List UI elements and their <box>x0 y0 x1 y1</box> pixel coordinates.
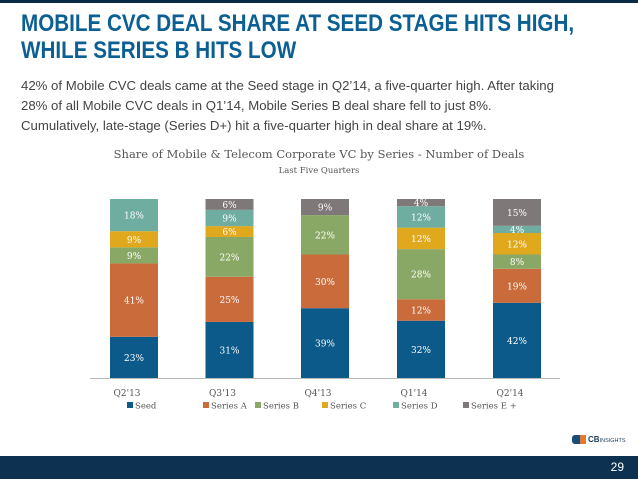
data-label: 22% <box>219 253 239 263</box>
data-label: 32% <box>411 346 431 356</box>
data-label: 4% <box>510 226 525 236</box>
data-label: 9% <box>318 204 333 214</box>
data-label: 12% <box>411 235 431 245</box>
page-number: 29 <box>610 460 624 474</box>
data-label: 12% <box>507 240 527 250</box>
data-label: 30% <box>315 278 335 288</box>
chart-title: Share of Mobile & Telecom Corporate VC b… <box>113 147 525 161</box>
data-label: 4% <box>414 199 429 209</box>
data-label: 23% <box>124 354 144 364</box>
data-label: 41% <box>124 297 144 307</box>
bar-segment-series-e- <box>397 199 445 207</box>
bar-segment-series-a <box>205 276 254 322</box>
bar-segment-seed <box>493 302 541 378</box>
x-tick-label: Q4'13 <box>304 389 331 399</box>
body-line: 28% of all Mobile CVC deals in Q1’14, Mo… <box>21 98 492 113</box>
data-label: 8% <box>510 258 525 268</box>
bar-segment-series-e- <box>205 199 254 210</box>
data-label: 6% <box>222 228 237 238</box>
legend-swatch <box>203 402 209 408</box>
legend-label: Series A <box>211 402 248 412</box>
bar-segment-seed <box>301 308 349 378</box>
data-label: 9% <box>222 214 237 224</box>
slide-body: 42% of Mobile CVC deals came at the Seed… <box>21 76 631 136</box>
data-label: 9% <box>127 252 142 262</box>
data-label: 28% <box>411 271 431 281</box>
data-label: 19% <box>507 282 527 292</box>
legend-label: Seed <box>135 402 157 412</box>
legend-swatch <box>127 402 133 408</box>
legend-label: Series C <box>330 402 366 412</box>
data-label: 9% <box>127 236 142 246</box>
legend-label: Series B <box>263 402 299 412</box>
bar-segment-series-d <box>493 225 541 234</box>
bar-segment-series-e- <box>493 199 541 226</box>
data-label: 22% <box>315 231 335 241</box>
bar-segment-seed <box>205 321 254 378</box>
legend-swatch <box>255 402 261 408</box>
legend-swatch <box>322 402 328 408</box>
data-label: 39% <box>315 340 335 350</box>
legend-label: Series E + <box>471 402 517 412</box>
bar-segment-series-c <box>493 233 541 255</box>
data-label: 12% <box>411 213 431 223</box>
data-label: 18% <box>124 212 144 222</box>
data-label: 25% <box>219 296 239 306</box>
bar-segment-series-b <box>205 236 254 277</box>
legend-swatch <box>393 402 399 408</box>
bar-segment-series-b <box>301 215 349 255</box>
bar-segment-seed <box>397 320 445 378</box>
bar-segment-series-d <box>205 209 254 227</box>
bar-segment-series-d <box>110 199 158 232</box>
data-label: 31% <box>219 346 239 356</box>
chart-subtitle: Last Five Quarters <box>278 166 360 176</box>
bar-segment-series-a <box>493 268 541 303</box>
body-line: Cumulatively, late-stage (Series D+) hit… <box>21 118 487 133</box>
bar-segment-series-a <box>301 254 349 309</box>
bar-segment-series-d <box>397 206 445 228</box>
bar-segment-seed <box>110 336 158 378</box>
x-tick-label: Q2'13 <box>113 389 140 399</box>
title-line: MOBILE CVC DEAL SHARE AT SEED STAGE HITS… <box>21 10 575 37</box>
legend-swatch <box>463 402 469 408</box>
data-label: 42% <box>507 337 527 347</box>
bar-segment-series-c <box>110 231 158 248</box>
data-label: 6% <box>222 201 237 211</box>
logo-mark-icon <box>572 435 586 444</box>
title-line: WHILE SERIES B HITS LOW <box>21 37 297 64</box>
bar-segment-series-a <box>397 299 445 321</box>
data-label: 15% <box>507 209 527 219</box>
bar-segment-series-e- <box>301 199 349 216</box>
bar-segment-series-b <box>397 249 445 300</box>
bar-segment-series-b <box>110 247 158 264</box>
bar-segment-series-c <box>205 226 254 237</box>
bar-segment-series-a <box>110 263 158 337</box>
x-tick-label: Q2'14 <box>496 389 523 399</box>
x-tick-label: Q1'14 <box>400 389 427 399</box>
top-bar <box>0 0 638 3</box>
cb-insights-logo: CBINSIGHTS <box>572 435 626 444</box>
slide-title: MOBILE CVC DEAL SHARE AT SEED STAGE HITS… <box>21 10 575 64</box>
footer-bar <box>0 456 638 479</box>
bar-segment-series-b <box>493 254 541 269</box>
x-tick-label: Q3'13 <box>209 389 236 399</box>
legend-label: Series D <box>401 402 438 412</box>
data-label: 12% <box>411 306 431 316</box>
stacked-bar-chart: 23% 41% 9% 9% 18% Q2'13 31% 25% 22% 6% 9% 6% Q3'13 39… <box>90 199 560 412</box>
body-line: 42% of Mobile CVC deals came at the Seed… <box>21 78 554 93</box>
bar-segment-series-c <box>397 227 445 250</box>
